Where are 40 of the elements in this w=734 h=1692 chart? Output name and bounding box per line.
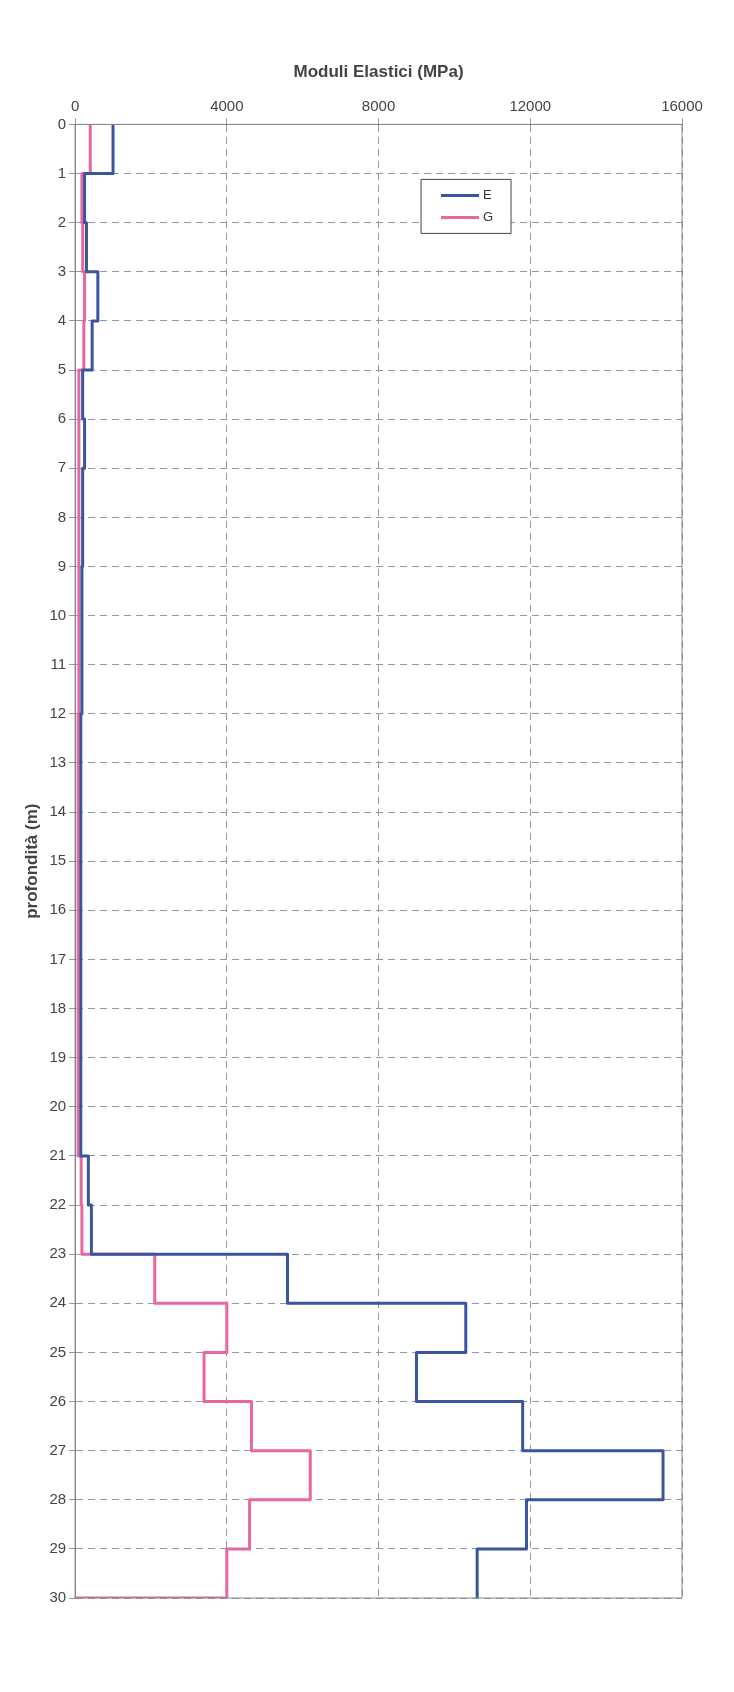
y-tick-label: 19 [49, 1047, 67, 1065]
y-tick-label: 29 [49, 1539, 67, 1557]
y-tick-label: 16 [49, 900, 67, 918]
y-tick-label: 27 [49, 1440, 67, 1458]
y-tick-label: 20 [49, 1096, 67, 1114]
y-tick-label: 14 [49, 802, 67, 820]
y-tick-label: 7 [57, 458, 67, 476]
x-tick-label: 8000 [361, 96, 396, 114]
y-tick-label: 26 [49, 1391, 67, 1409]
y-tick-label: 22 [49, 1195, 67, 1213]
x-tick-label: 16000 [661, 96, 703, 114]
legend-label: E [483, 186, 493, 202]
y-tick-label: 3 [57, 261, 67, 279]
y-tick-label: 1 [57, 163, 67, 181]
y-tick-label: 24 [49, 1293, 67, 1311]
y-tick-label: 5 [57, 360, 67, 378]
y-tick-label: 9 [57, 556, 67, 574]
y-tick-label: 10 [49, 605, 67, 623]
y-tick-label: 8 [57, 507, 67, 525]
y-tick-label: 0 [57, 114, 67, 132]
y-tick-label: 23 [49, 1244, 67, 1262]
y-tick-label: 11 [50, 654, 67, 672]
y-tick-label: 6 [57, 409, 67, 427]
y-tick-label: 18 [49, 998, 67, 1016]
x-tick-label: 12000 [509, 96, 552, 114]
y-tick-label: 13 [49, 753, 67, 771]
y-tick-label: 25 [49, 1342, 67, 1360]
y-tick-label: 28 [49, 1489, 67, 1507]
legend-label: G [483, 208, 494, 224]
y-tick-label: 12 [49, 703, 67, 721]
y-tick-label: 30 [49, 1588, 67, 1606]
y-tick-label: 4 [57, 311, 67, 329]
y-axis-title: profondità (m) [21, 803, 41, 919]
x-tick-label: 4000 [210, 96, 244, 114]
y-tick-label: 17 [49, 949, 67, 967]
y-tick-label: 21 [49, 1146, 67, 1164]
y-tick-label: 15 [49, 851, 67, 869]
x-axis-title: Moduli Elastici (MPa) [293, 61, 464, 81]
y-tick-label: 2 [57, 212, 67, 230]
x-tick-label: 0 [70, 96, 80, 114]
